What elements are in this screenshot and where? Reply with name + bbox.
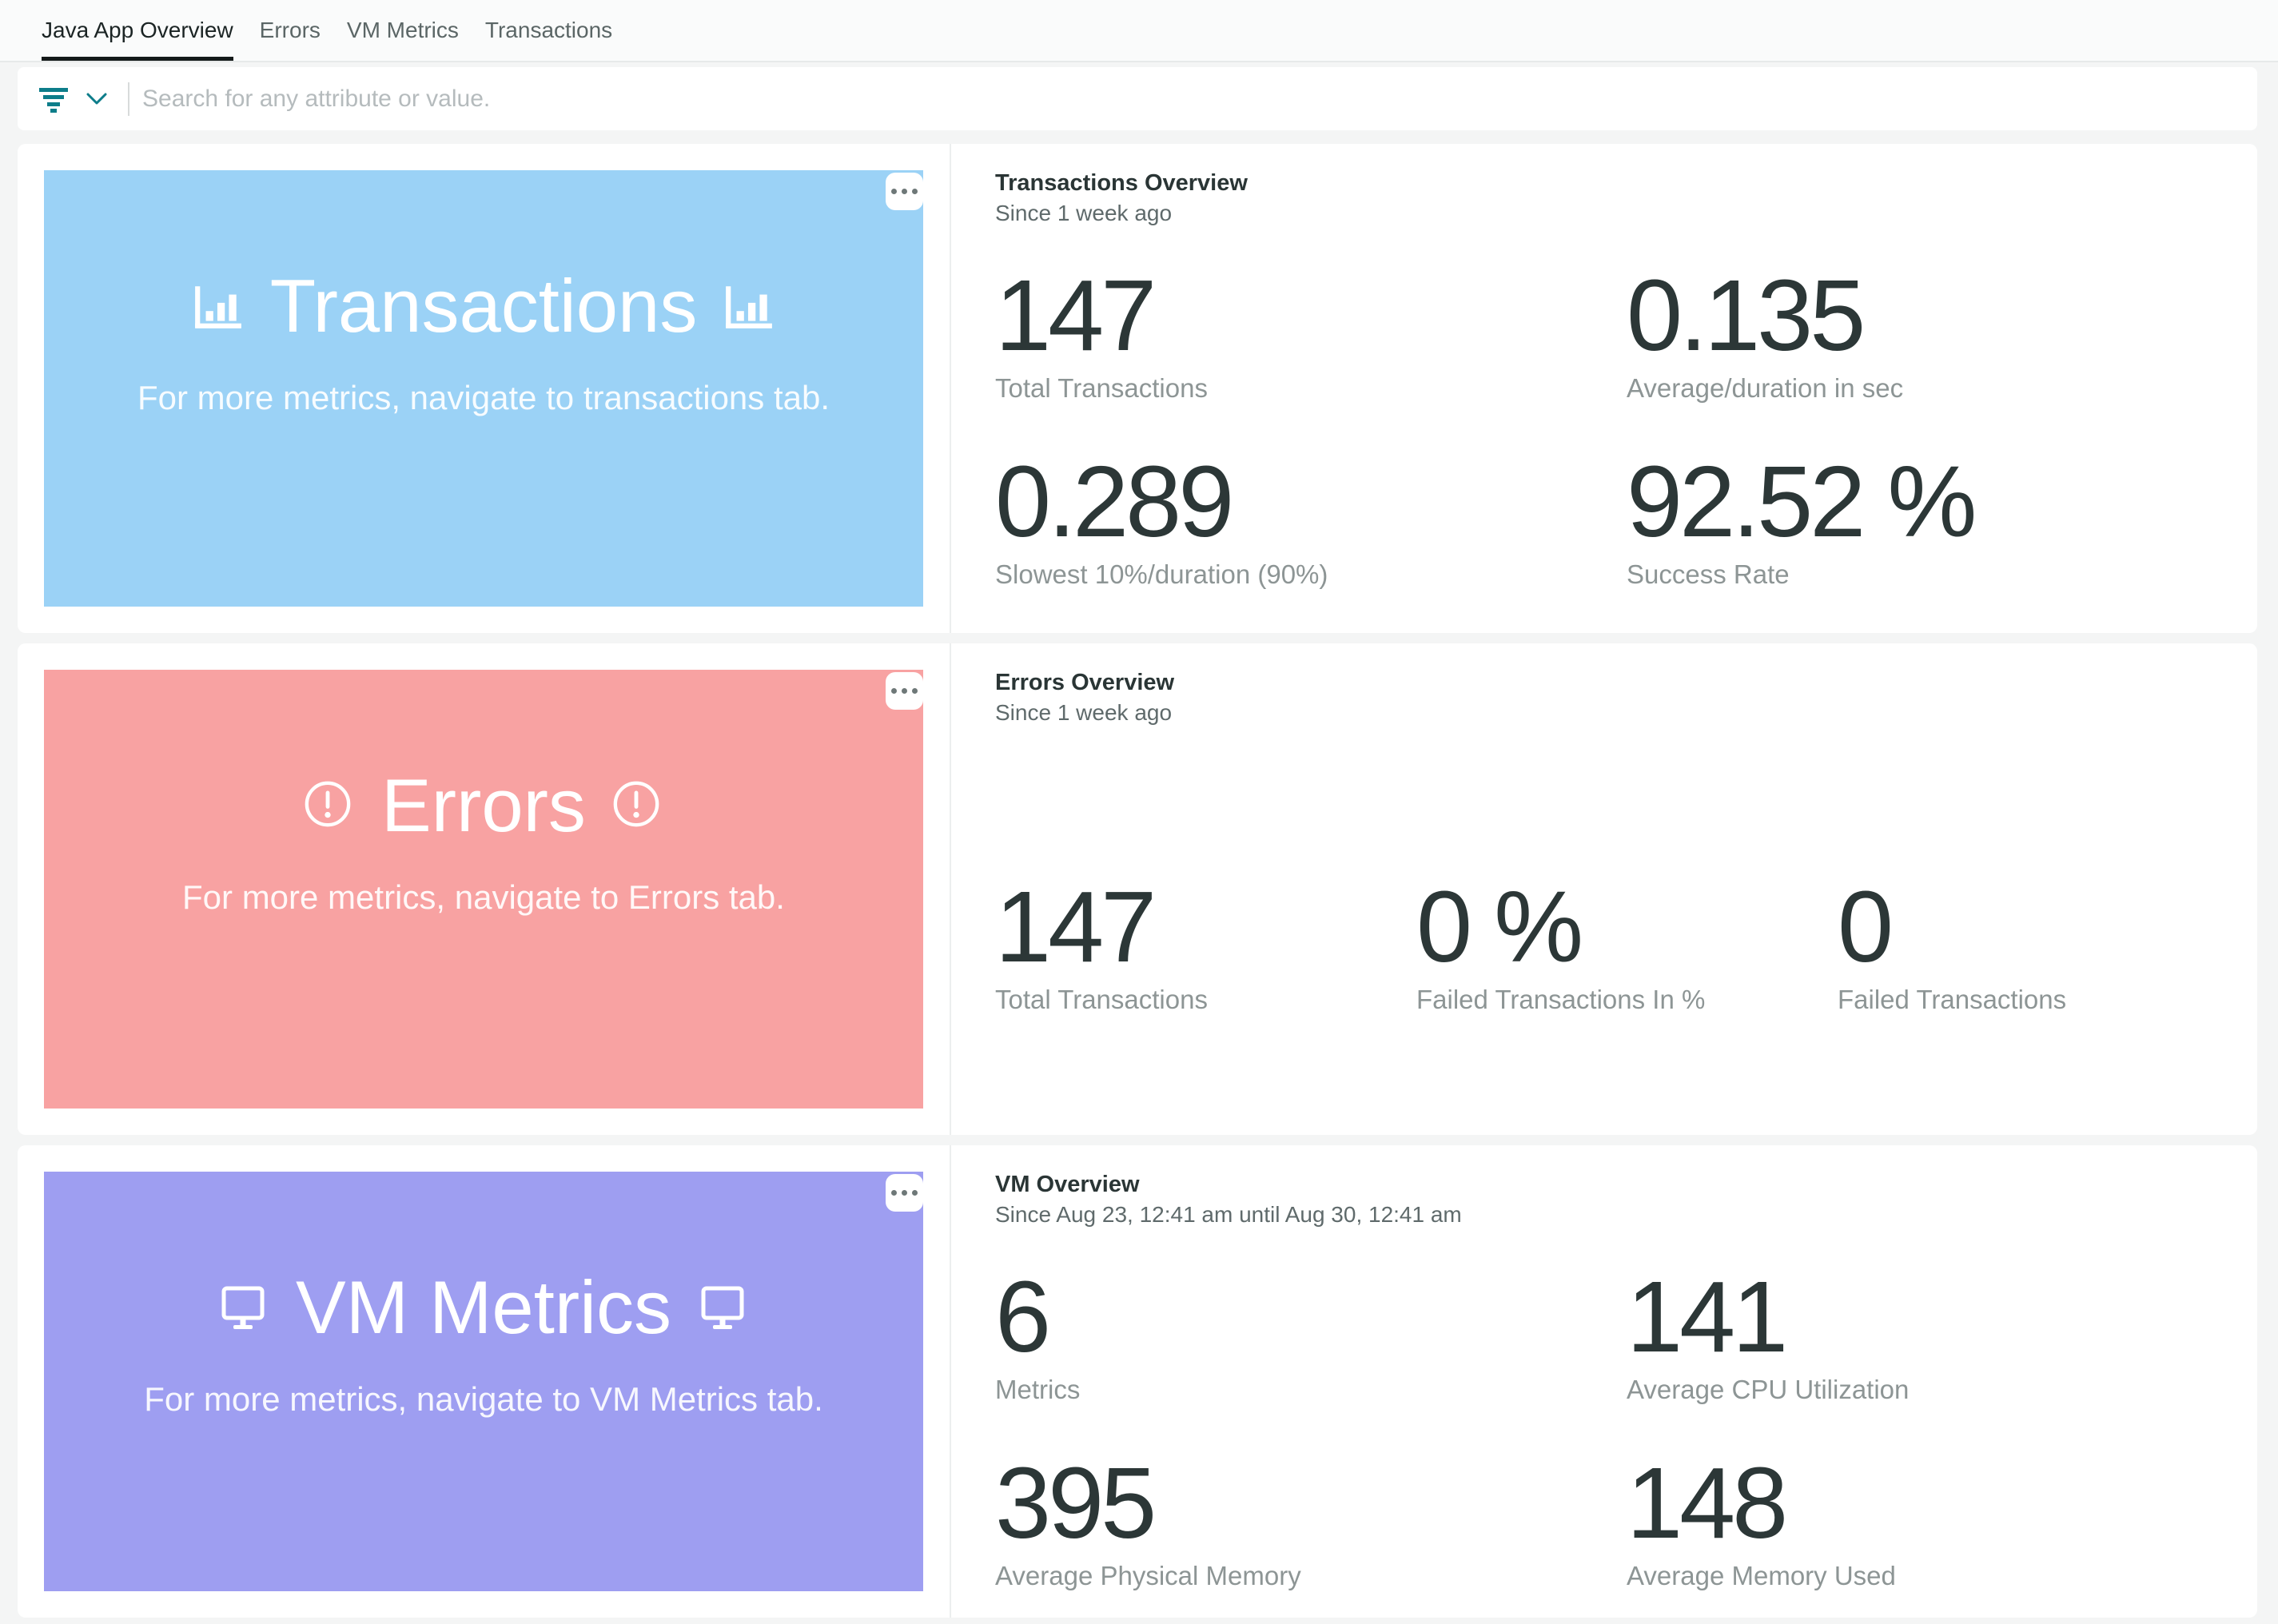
metric-label: Average Memory Used bbox=[1627, 1560, 1896, 1590]
transactions-banner-pane: Transactions For more metrics, navigate … bbox=[18, 144, 951, 633]
banner-subtitle: For more metrics, navigate to Errors tab… bbox=[182, 878, 785, 917]
metric: 148 Average Memory Used bbox=[1627, 1447, 2257, 1591]
metric-value: 0 bbox=[1838, 870, 1894, 983]
alert-circle-icon bbox=[303, 779, 356, 832]
metric-label: Metrics bbox=[995, 1374, 1081, 1404]
banner-subtitle: For more metrics, navigate to transactio… bbox=[137, 379, 830, 417]
errors-banner[interactable]: Errors For more metrics, navigate to Err… bbox=[44, 670, 923, 1109]
metric-label: Failed Transactions In % bbox=[1416, 984, 1706, 1014]
banner-subtitle: For more metrics, navigate to VM Metrics… bbox=[144, 1380, 823, 1419]
filter-button[interactable] bbox=[38, 86, 107, 113]
errors-overview-card: Errors Overview Since 1 week ago 147 Tot… bbox=[951, 643, 2257, 1135]
metric-label: Average Physical Memory bbox=[995, 1560, 1301, 1590]
banner-title: Transactions bbox=[269, 264, 698, 348]
metric: 0.135 Average/duration in sec bbox=[1627, 259, 2257, 404]
metric-value: 395 bbox=[995, 1446, 1157, 1559]
metric-value: 147 bbox=[995, 258, 1157, 372]
alert-circle-icon bbox=[611, 779, 664, 832]
metric: 6 Metrics bbox=[995, 1260, 1627, 1405]
card-title: VM Overview bbox=[995, 1172, 1140, 1197]
metric: 0 % Failed Transactions In % bbox=[1416, 870, 1838, 1015]
banner-title: VM Metrics bbox=[296, 1265, 671, 1349]
card-title: Errors Overview bbox=[995, 670, 1175, 695]
vm-banner-menu-button[interactable] bbox=[886, 1174, 923, 1212]
metric: 147 Total Transactions bbox=[995, 259, 1627, 404]
tab-transactions[interactable]: Transactions bbox=[484, 18, 613, 42]
metric-value: 0.135 bbox=[1627, 258, 1866, 372]
vm-metrics-banner[interactable]: VM Metrics For more metrics, navigate to… bbox=[44, 1172, 923, 1591]
metric-value: 141 bbox=[1627, 1260, 1788, 1373]
ellipsis-icon bbox=[891, 189, 918, 194]
metric-value: 147 bbox=[995, 870, 1157, 983]
metric: 92.52 % Success Rate bbox=[1627, 445, 2257, 590]
transactions-banner-menu-button[interactable] bbox=[886, 173, 923, 210]
metric: 0.289 Slowest 10%/duration (90%) bbox=[995, 445, 1627, 590]
metric: 0 Failed Transactions bbox=[1838, 870, 2257, 1015]
card-time-range: Since 1 week ago bbox=[995, 201, 1173, 226]
metric-value: 0 % bbox=[1416, 870, 1583, 983]
transactions-banner[interactable]: Transactions For more metrics, navigate … bbox=[44, 170, 923, 607]
metric: 141 Average CPU Utilization bbox=[1627, 1260, 2257, 1405]
filter-icon bbox=[38, 86, 69, 113]
vm-metrics-row: VM Metrics For more metrics, navigate to… bbox=[18, 1145, 2257, 1618]
search-bar bbox=[18, 67, 2257, 130]
metric-value: 6 bbox=[995, 1260, 1051, 1373]
banner-title: Errors bbox=[381, 763, 586, 847]
metric-label: Total Transactions bbox=[995, 372, 1208, 403]
tab-errors[interactable]: Errors bbox=[259, 18, 321, 42]
monitor-icon bbox=[217, 1281, 270, 1334]
metric: 395 Average Physical Memory bbox=[995, 1447, 1627, 1591]
metric-value: 148 bbox=[1627, 1446, 1788, 1559]
metric-label: Total Transactions bbox=[995, 984, 1208, 1014]
metric-label: Average CPU Utilization bbox=[1627, 1374, 1910, 1404]
transactions-overview-card: Transactions Overview Since 1 week ago 1… bbox=[951, 144, 2257, 633]
ellipsis-icon bbox=[891, 1190, 918, 1196]
monitor-icon bbox=[697, 1281, 750, 1334]
card-time-range: Since 1 week ago bbox=[995, 700, 1173, 726]
card-title: Transactions Overview bbox=[995, 170, 1248, 196]
bar-chart-icon bbox=[723, 280, 775, 332]
search-input[interactable] bbox=[142, 85, 2236, 113]
vm-overview-card: VM Overview Since Aug 23, 12:41 am until… bbox=[951, 1145, 2257, 1618]
transactions-row: Transactions For more metrics, navigate … bbox=[18, 144, 2257, 633]
tab-vm-metrics[interactable]: VM Metrics bbox=[346, 18, 459, 42]
errors-row: Errors For more metrics, navigate to Err… bbox=[18, 643, 2257, 1135]
metric-value: 92.52 % bbox=[1627, 444, 1977, 558]
errors-banner-pane: Errors For more metrics, navigate to Err… bbox=[18, 643, 951, 1135]
errors-banner-menu-button[interactable] bbox=[886, 672, 923, 710]
metric-label: Average/duration in sec bbox=[1627, 372, 1904, 403]
vm-banner-pane: VM Metrics For more metrics, navigate to… bbox=[18, 1145, 951, 1618]
chevron-down-icon bbox=[86, 93, 107, 105]
metric-label: Failed Transactions bbox=[1838, 984, 2067, 1014]
search-divider bbox=[128, 82, 129, 116]
bar-chart-icon bbox=[192, 280, 245, 332]
ellipsis-icon bbox=[891, 688, 918, 694]
metric-label: Slowest 10%/duration (90%) bbox=[995, 559, 1328, 589]
card-time-range: Since Aug 23, 12:41 am until Aug 30, 12:… bbox=[995, 1202, 1462, 1228]
metric-label: Success Rate bbox=[1627, 559, 1790, 589]
tab-java-app-overview[interactable]: Java App Overview bbox=[42, 0, 233, 61]
metric: 147 Total Transactions bbox=[995, 870, 1416, 1015]
metric-value: 0.289 bbox=[995, 444, 1234, 558]
top-tab-bar: Java App Overview Errors VM Metrics Tran… bbox=[0, 0, 2278, 62]
